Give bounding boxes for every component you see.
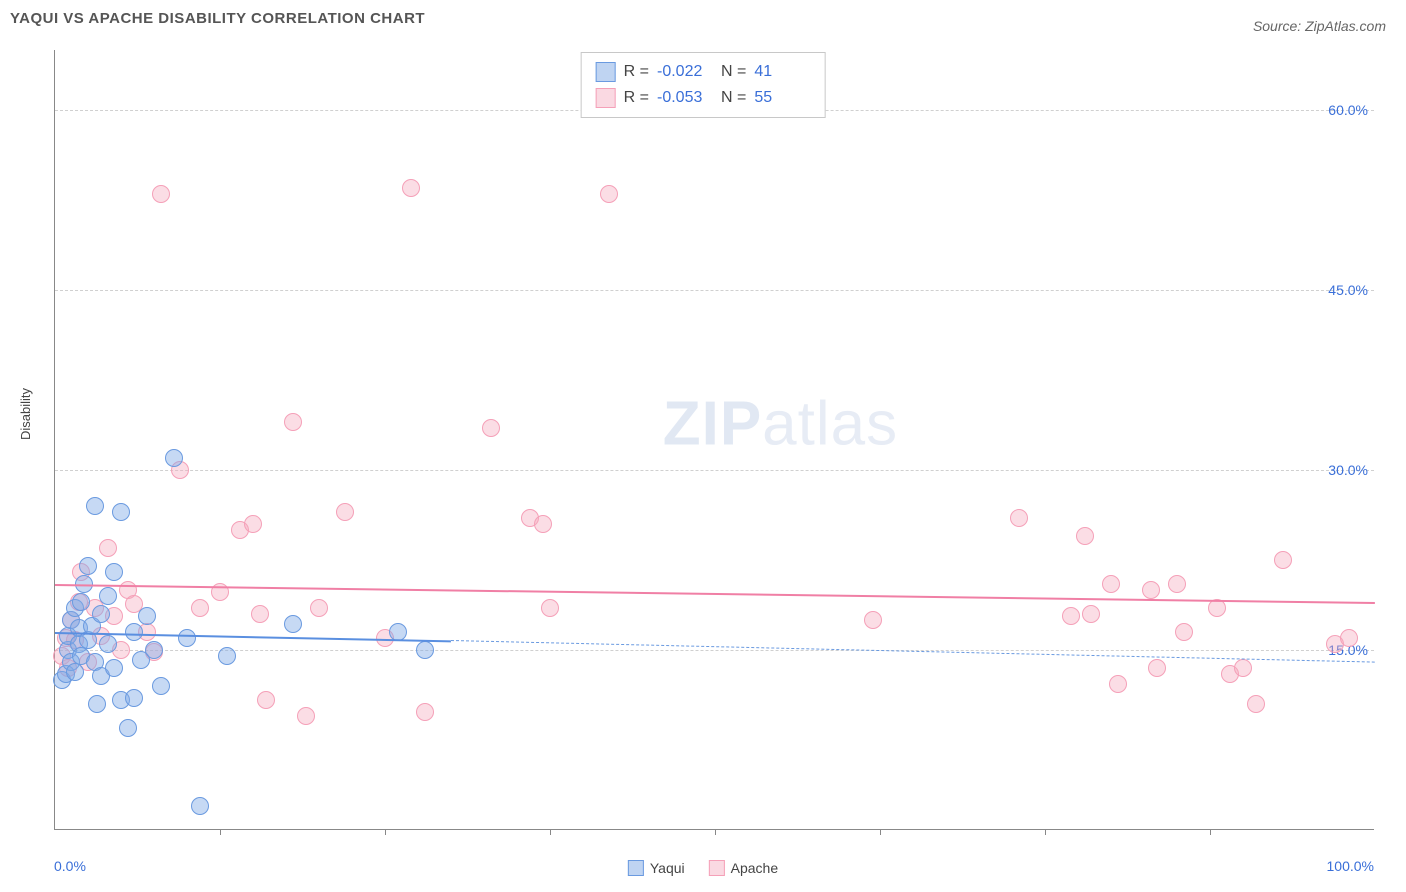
scatter-point-apache: [152, 185, 170, 203]
scatter-point-apache: [1142, 581, 1160, 599]
y-tick-label: 60.0%: [1328, 102, 1368, 118]
scatter-point-apache: [1102, 575, 1120, 593]
scatter-point-yaqui: [105, 563, 123, 581]
scatter-point-apache: [534, 515, 552, 533]
x-tick: [550, 829, 551, 835]
y-tick-label: 30.0%: [1328, 462, 1368, 478]
chart-container: YAQUI VS APACHE DISABILITY CORRELATION C…: [10, 10, 1396, 882]
scatter-point-yaqui: [119, 719, 137, 737]
source-text: Source: ZipAtlas.com: [1253, 18, 1386, 34]
scatter-point-yaqui: [416, 641, 434, 659]
scatter-point-yaqui: [72, 593, 90, 611]
legend-swatch: [596, 88, 616, 108]
n-value: 55: [754, 85, 810, 111]
scatter-point-apache: [244, 515, 262, 533]
scatter-point-yaqui: [152, 677, 170, 695]
r-label: R =: [624, 85, 649, 111]
scatter-point-yaqui: [284, 615, 302, 633]
scatter-point-yaqui: [99, 587, 117, 605]
scatter-point-yaqui: [92, 605, 110, 623]
scatter-point-apache: [1340, 629, 1358, 647]
x-tick: [1210, 829, 1211, 835]
scatter-point-apache: [1010, 509, 1028, 527]
watermark-atlas: atlas: [762, 389, 898, 458]
trendline-yaqui-dashed: [451, 640, 1375, 663]
scatter-point-yaqui: [218, 647, 236, 665]
scatter-point-apache: [1109, 675, 1127, 693]
scatter-point-apache: [482, 419, 500, 437]
scatter-point-apache: [257, 691, 275, 709]
legend-swatch: [628, 860, 644, 876]
scatter-point-apache: [99, 539, 117, 557]
gridline: [55, 290, 1374, 291]
n-label: N =: [721, 85, 746, 111]
scatter-point-apache: [191, 599, 209, 617]
watermark: ZIPatlas: [663, 388, 898, 459]
scatter-point-apache: [1247, 695, 1265, 713]
scatter-point-apache: [284, 413, 302, 431]
x-axis-min-label: 0.0%: [54, 858, 86, 874]
scatter-point-yaqui: [125, 689, 143, 707]
scatter-point-apache: [310, 599, 328, 617]
scatter-point-apache: [402, 179, 420, 197]
r-value: -0.053: [657, 85, 713, 111]
scatter-point-apache: [1062, 607, 1080, 625]
legend-corr-row: R = -0.053 N = 55: [596, 85, 811, 111]
legend-swatch: [709, 860, 725, 876]
legend-series-item: Apache: [709, 860, 778, 876]
scatter-point-yaqui: [112, 503, 130, 521]
x-tick: [220, 829, 221, 835]
scatter-point-yaqui: [66, 663, 84, 681]
legend-correlation: R = -0.022 N = 41 R = -0.053 N = 55: [581, 52, 826, 118]
scatter-point-apache: [336, 503, 354, 521]
x-axis-max-label: 100.0%: [1327, 858, 1374, 874]
watermark-zip: ZIP: [663, 389, 762, 458]
r-value: -0.022: [657, 59, 713, 85]
scatter-point-apache: [297, 707, 315, 725]
legend-label: Yaqui: [650, 860, 685, 876]
x-tick: [715, 829, 716, 835]
scatter-point-apache: [416, 703, 434, 721]
scatter-point-apache: [1148, 659, 1166, 677]
r-label: R =: [624, 59, 649, 85]
x-tick: [1045, 829, 1046, 835]
y-axis-label: Disability: [18, 388, 33, 440]
scatter-point-yaqui: [191, 797, 209, 815]
y-tick-label: 45.0%: [1328, 282, 1368, 298]
legend-swatch: [596, 62, 616, 82]
n-label: N =: [721, 59, 746, 85]
scatter-point-yaqui: [86, 497, 104, 515]
x-tick: [385, 829, 386, 835]
x-tick: [880, 829, 881, 835]
scatter-point-yaqui: [145, 641, 163, 659]
scatter-point-yaqui: [99, 635, 117, 653]
legend-label: Apache: [731, 860, 778, 876]
plot-area: ZIPatlas 15.0%30.0%45.0%60.0%: [54, 50, 1374, 830]
gridline: [55, 650, 1374, 651]
scatter-point-apache: [1082, 605, 1100, 623]
legend-corr-row: R = -0.022 N = 41: [596, 59, 811, 85]
gridline: [55, 470, 1374, 471]
scatter-point-apache: [864, 611, 882, 629]
scatter-point-apache: [541, 599, 559, 617]
scatter-point-yaqui: [79, 557, 97, 575]
chart-title: YAQUI VS APACHE DISABILITY CORRELATION C…: [10, 10, 1396, 27]
scatter-point-apache: [251, 605, 269, 623]
scatter-point-yaqui: [125, 623, 143, 641]
scatter-point-apache: [1234, 659, 1252, 677]
scatter-point-yaqui: [105, 659, 123, 677]
scatter-point-apache: [600, 185, 618, 203]
scatter-point-apache: [1076, 527, 1094, 545]
scatter-point-yaqui: [178, 629, 196, 647]
scatter-point-apache: [1168, 575, 1186, 593]
scatter-point-yaqui: [138, 607, 156, 625]
scatter-point-apache: [1175, 623, 1193, 641]
legend-series-item: Yaqui: [628, 860, 685, 876]
n-value: 41: [754, 59, 810, 85]
legend-series: Yaqui Apache: [628, 860, 778, 876]
scatter-point-apache: [1274, 551, 1292, 569]
scatter-point-yaqui: [88, 695, 106, 713]
scatter-point-yaqui: [165, 449, 183, 467]
